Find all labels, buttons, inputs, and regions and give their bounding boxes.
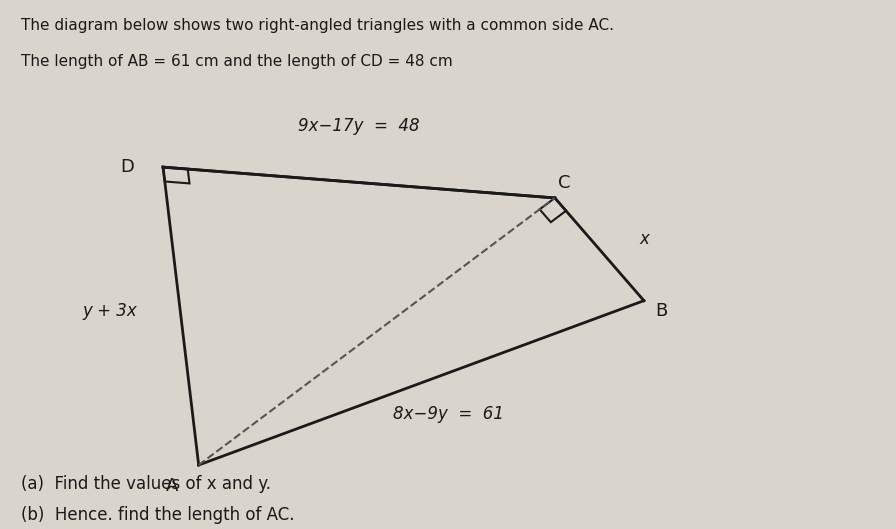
Text: B: B (656, 302, 668, 320)
Text: (b)  Hence. find the length of AC.: (b) Hence. find the length of AC. (21, 506, 294, 524)
Text: 9x−17y  =  48: 9x−17y = 48 (298, 117, 419, 135)
Text: y + 3x: y + 3x (82, 302, 137, 320)
Text: D: D (120, 158, 134, 176)
Text: A: A (166, 477, 178, 495)
Text: x: x (639, 230, 649, 248)
Text: The length of AB = 61 cm and the length of CD = 48 cm: The length of AB = 61 cm and the length … (21, 54, 452, 69)
Text: C: C (557, 174, 570, 191)
Text: (a)  Find the values of x and y.: (a) Find the values of x and y. (21, 475, 271, 493)
Text: The diagram below shows two right-angled triangles with a common side AC.: The diagram below shows two right-angled… (21, 18, 614, 33)
Text: 8x−9y  =  61: 8x−9y = 61 (392, 405, 504, 423)
